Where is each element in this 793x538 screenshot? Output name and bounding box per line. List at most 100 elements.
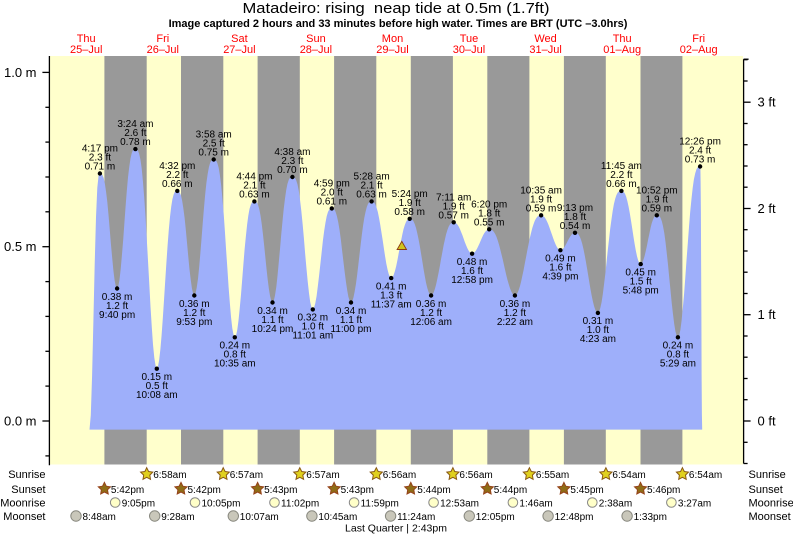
- svg-text:7:11 am: 7:11 am: [436, 192, 471, 203]
- svg-text:0.32 m: 0.32 m: [298, 313, 329, 324]
- svg-text:Moonset: Moonset: [3, 511, 45, 523]
- svg-text:0.34 m: 0.34 m: [257, 306, 288, 317]
- svg-text:2:22 am: 2:22 am: [497, 317, 533, 328]
- svg-text:2.2 ft: 2.2 ft: [610, 170, 632, 181]
- svg-text:9:13 pm: 9:13 pm: [557, 203, 593, 214]
- svg-text:0.59 m: 0.59 m: [642, 203, 673, 214]
- svg-text:10:07am: 10:07am: [240, 512, 279, 523]
- svg-text:0.5 m: 0.5 m: [4, 239, 37, 254]
- svg-text:11:24am: 11:24am: [397, 512, 435, 523]
- svg-text:0.8 ft: 0.8 ft: [224, 350, 246, 361]
- svg-text:2 ft: 2 ft: [758, 201, 776, 216]
- svg-text:11:00 pm: 11:00 pm: [331, 324, 372, 335]
- svg-text:Tue: Tue: [460, 33, 479, 45]
- svg-text:0.66 m: 0.66 m: [162, 179, 193, 190]
- svg-text:0.63 m: 0.63 m: [356, 189, 387, 200]
- svg-text:1.9 ft: 1.9 ft: [646, 194, 668, 205]
- svg-text:4:38 am: 4:38 am: [274, 147, 310, 158]
- svg-text:11:01 am: 11:01 am: [292, 331, 333, 342]
- svg-text:12:58 pm: 12:58 pm: [451, 275, 493, 286]
- svg-text:0.5 ft: 0.5 ft: [146, 381, 168, 392]
- svg-text:5:48 pm: 5:48 pm: [623, 285, 659, 296]
- svg-text:25–Jul: 25–Jul: [70, 44, 102, 56]
- svg-text:1.2 ft: 1.2 ft: [183, 308, 205, 319]
- svg-text:2.3 ft: 2.3 ft: [281, 156, 303, 167]
- svg-text:Wed: Wed: [534, 33, 556, 45]
- svg-text:5:44pm: 5:44pm: [494, 485, 527, 496]
- svg-text:Moonrise: Moonrise: [749, 498, 793, 510]
- svg-text:12:26 pm: 12:26 pm: [679, 137, 721, 148]
- svg-text:1.0 m: 1.0 m: [4, 65, 37, 80]
- svg-text:11:02pm: 11:02pm: [281, 499, 319, 510]
- svg-text:1.5 ft: 1.5 ft: [630, 276, 652, 287]
- svg-text:11:37 am: 11:37 am: [371, 299, 412, 310]
- svg-text:3 ft: 3 ft: [758, 95, 776, 110]
- svg-text:1.9 ft: 1.9 ft: [399, 198, 421, 209]
- svg-text:6:54am: 6:54am: [689, 470, 722, 481]
- svg-text:0.24 m: 0.24 m: [220, 341, 251, 352]
- svg-text:0.57 m: 0.57 m: [438, 210, 469, 221]
- svg-text:1.0 ft: 1.0 ft: [587, 325, 609, 336]
- svg-text:5:24 pm: 5:24 pm: [392, 189, 428, 200]
- svg-text:5:42pm: 5:42pm: [188, 485, 221, 496]
- svg-text:Thu: Thu: [613, 33, 632, 45]
- svg-text:0 ft: 0 ft: [758, 414, 776, 429]
- svg-text:10:24 pm: 10:24 pm: [252, 324, 294, 335]
- svg-text:2.1 ft: 2.1 ft: [360, 180, 382, 191]
- svg-text:0.34 m: 0.34 m: [336, 306, 367, 317]
- svg-text:2.3 ft: 2.3 ft: [89, 153, 111, 164]
- svg-text:Sunset: Sunset: [749, 484, 783, 496]
- svg-text:0.36 m: 0.36 m: [179, 299, 210, 310]
- svg-text:9:53 pm: 9:53 pm: [176, 317, 212, 328]
- svg-text:0.41 m: 0.41 m: [376, 281, 407, 292]
- svg-text:2.4 ft: 2.4 ft: [689, 146, 711, 157]
- svg-text:Fri: Fri: [692, 33, 705, 45]
- svg-text:0.54 m: 0.54 m: [560, 221, 591, 232]
- svg-text:9:05pm: 9:05pm: [122, 499, 155, 510]
- svg-text:1.3 ft: 1.3 ft: [380, 290, 402, 301]
- svg-text:6:57am: 6:57am: [230, 470, 263, 481]
- svg-text:1.1 ft: 1.1 ft: [340, 315, 362, 326]
- svg-text:27–Jul: 27–Jul: [223, 44, 255, 56]
- svg-text:3:24 am: 3:24 am: [117, 119, 153, 130]
- svg-text:10:35 am: 10:35 am: [214, 359, 256, 370]
- svg-text:8:48am: 8:48am: [83, 512, 116, 523]
- svg-text:Last Quarter | 2:43pm: Last Quarter | 2:43pm: [345, 523, 447, 535]
- svg-text:0.55 m: 0.55 m: [474, 217, 505, 228]
- svg-text:6:56am: 6:56am: [383, 470, 416, 481]
- svg-text:1.0 ft: 1.0 ft: [302, 322, 324, 333]
- svg-text:10:08 am: 10:08 am: [136, 390, 178, 401]
- svg-text:9:40 pm: 9:40 pm: [99, 310, 135, 321]
- svg-text:4:44 pm: 4:44 pm: [236, 171, 272, 182]
- svg-text:Fri: Fri: [156, 33, 169, 45]
- svg-text:3:58 am: 3:58 am: [196, 130, 232, 141]
- svg-text:26–Jul: 26–Jul: [147, 44, 179, 56]
- svg-text:6:56am: 6:56am: [459, 470, 492, 481]
- svg-text:Sunrise: Sunrise: [8, 469, 45, 481]
- svg-text:6:58am: 6:58am: [153, 470, 186, 481]
- svg-text:0.48 m: 0.48 m: [457, 257, 488, 268]
- svg-text:4:59 pm: 4:59 pm: [314, 178, 350, 189]
- svg-text:5:46pm: 5:46pm: [647, 485, 680, 496]
- svg-text:3:27am: 3:27am: [678, 499, 711, 510]
- svg-text:4:39 pm: 4:39 pm: [542, 272, 578, 283]
- svg-text:0.15 m: 0.15 m: [142, 372, 173, 383]
- svg-text:12:05pm: 12:05pm: [476, 512, 515, 523]
- svg-text:1.8 ft: 1.8 ft: [478, 208, 500, 219]
- svg-text:1:46am: 1:46am: [519, 499, 552, 510]
- svg-text:1.6 ft: 1.6 ft: [461, 266, 483, 277]
- svg-text:1.1 ft: 1.1 ft: [261, 315, 283, 326]
- svg-text:6:57am: 6:57am: [306, 470, 339, 481]
- svg-text:2.1 ft: 2.1 ft: [243, 180, 265, 191]
- svg-text:02–Aug: 02–Aug: [680, 44, 718, 56]
- svg-text:0.63 m: 0.63 m: [239, 189, 270, 200]
- svg-text:10:35 am: 10:35 am: [520, 185, 562, 196]
- svg-text:6:55am: 6:55am: [536, 470, 569, 481]
- svg-text:2.0 ft: 2.0 ft: [321, 187, 343, 198]
- svg-text:Image captured 2 hours and 33: Image captured 2 hours and 33 minutes be…: [169, 18, 628, 30]
- svg-text:Matadeiro: rising neap tide a: Matadeiro: rising neap tide at 0.5m (1.7…: [243, 0, 550, 17]
- svg-text:6:20 pm: 6:20 pm: [471, 199, 507, 210]
- svg-text:0.75 m: 0.75 m: [198, 148, 229, 159]
- svg-text:30–Jul: 30–Jul: [453, 44, 485, 56]
- svg-text:Sunset: Sunset: [11, 484, 45, 496]
